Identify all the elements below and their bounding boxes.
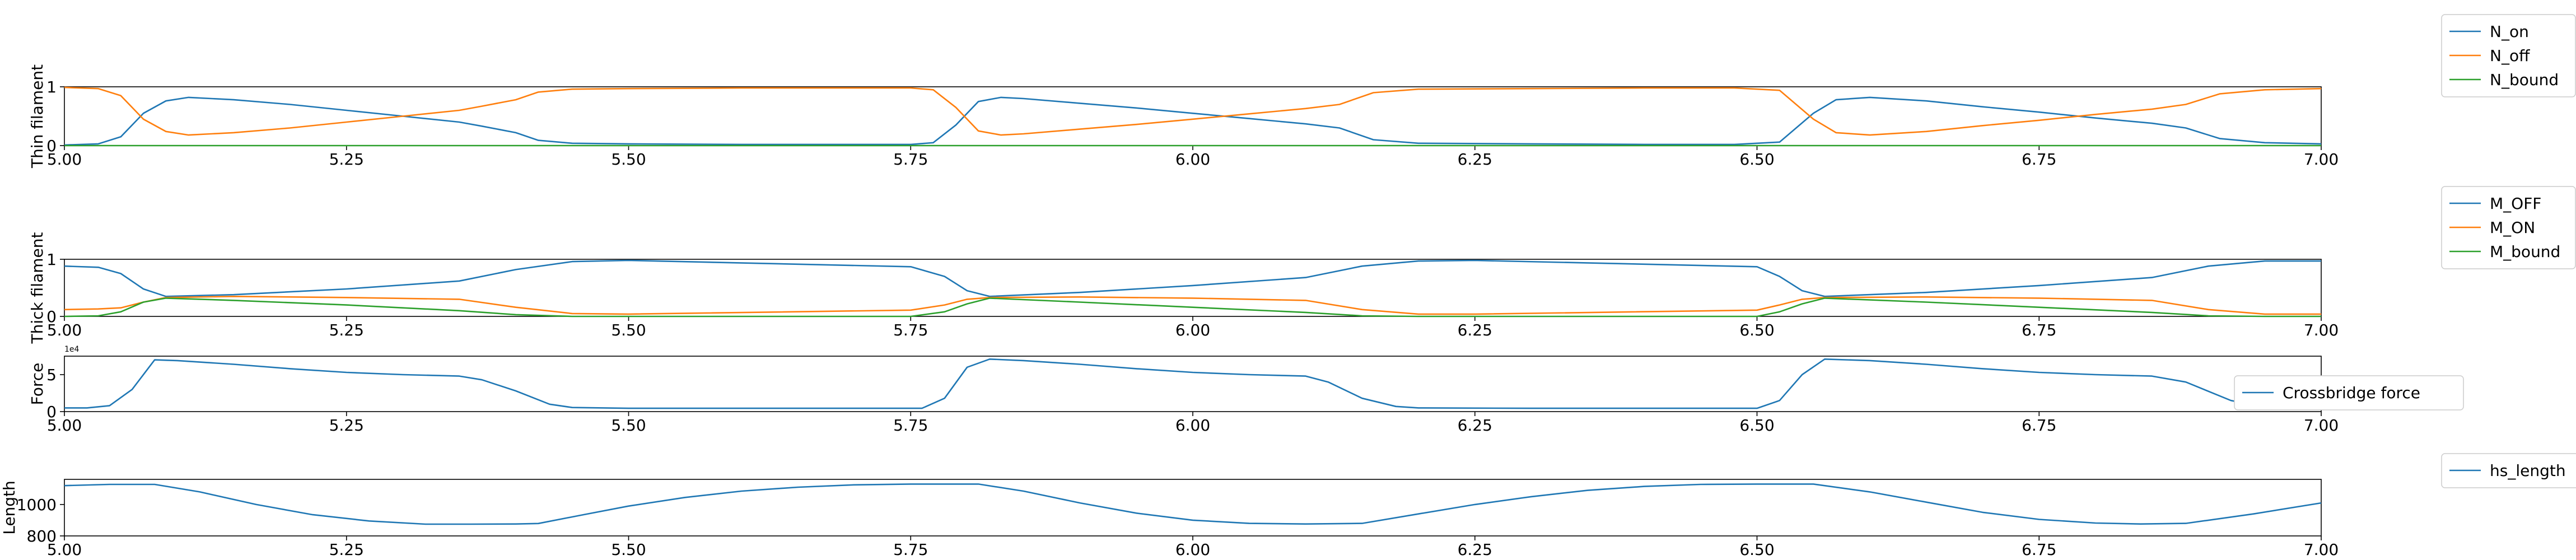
x-tick-label: 7.00	[2304, 321, 2339, 339]
x-tick-label: 5.25	[329, 540, 364, 559]
x-tick-label: 6.00	[1175, 150, 1210, 169]
x-tick-label: 6.50	[1739, 416, 1774, 435]
legend: hs_length	[2441, 453, 2576, 488]
x-tick-label: 5.00	[47, 321, 82, 339]
legend-box	[2441, 14, 2576, 97]
x-tick-label: 6.50	[1739, 321, 1774, 339]
chart-panel-4: 5.00 5.25 5.50 5.75 6.00 6.25 6.50 6.75 7.00 800 1…	[0, 453, 2576, 559]
chart-panel-2: 5.00 5.25 5.50 5.75 6.00 6.25 6.50 6.75 7.00 0 1Th…	[28, 186, 2576, 344]
x-tick-label: 6.25	[1458, 416, 1492, 435]
series-line-n-off	[64, 86, 2322, 136]
chart-panel-1: 5.00 5.25 5.50 5.75 6.00 6.25 6.50 6.75 7.00 0 1Th…	[28, 14, 2576, 169]
y-scale-label: 1e4	[64, 345, 80, 354]
x-tick-label: 7.00	[2304, 150, 2339, 169]
legend-label: N_off	[2490, 46, 2530, 65]
legend-box	[2441, 186, 2576, 269]
series-line-n-on	[64, 96, 2322, 146]
legend-label: N_on	[2490, 22, 2529, 41]
x-tick-label: 6.25	[1458, 540, 1492, 559]
y-tick-label: 1	[46, 78, 57, 96]
x-tick-label: 5.00	[47, 416, 82, 435]
series-line-m-on	[64, 295, 2321, 315]
x-tick-label: 5.75	[893, 540, 928, 559]
x-tick-label: 5.50	[611, 540, 646, 559]
axes-frame	[64, 356, 2322, 412]
y-axis-label: Length	[0, 480, 18, 535]
x-tick-label: 5.25	[329, 416, 364, 435]
legend: N_on N_off N_bound	[2441, 14, 2576, 97]
x-tick-label: 5.75	[893, 321, 928, 339]
y-tick-label: 1	[46, 250, 57, 269]
legend-label: M_bound	[2490, 242, 2560, 261]
chart-panel-3: 5.00 5.25 5.50 5.75 6.00 6.25 6.50 6.75 7.00 0 5 1e…	[28, 345, 2464, 435]
x-tick-label: 6.00	[1175, 321, 1210, 339]
x-tick-label: 6.00	[1175, 416, 1210, 435]
y-tick-label: 800	[27, 527, 57, 545]
axes-frame	[64, 479, 2322, 536]
series-line-m-off	[64, 259, 2321, 297]
x-tick-label: 6.75	[2022, 150, 2056, 169]
x-tick-label: 5.50	[611, 321, 646, 339]
y-tick-label: 5	[46, 366, 57, 384]
x-tick-label: 5.00	[47, 540, 82, 559]
legend-label: M_OFF	[2490, 194, 2541, 213]
x-tick-label: 6.25	[1458, 321, 1492, 339]
x-tick-label: 5.50	[611, 416, 646, 435]
legend-label: M_ON	[2490, 218, 2535, 237]
x-tick-label: 6.00	[1175, 540, 1210, 559]
x-tick-label: 5.75	[893, 150, 928, 169]
x-tick-label: 5.75	[893, 416, 928, 435]
x-tick-label: 7.00	[2304, 540, 2339, 559]
x-tick-label: 6.50	[1739, 540, 1774, 559]
x-tick-label: 6.25	[1458, 150, 1492, 169]
legend-box	[2234, 375, 2464, 410]
x-tick-label: 6.75	[2022, 540, 2056, 559]
series-line-hs-length	[64, 483, 2322, 525]
x-tick-label: 5.00	[47, 150, 82, 169]
y-axis-label: Thin filament	[28, 64, 46, 169]
legend-label: Crossbridge force	[2283, 384, 2420, 402]
legend: Crossbridge force	[2234, 375, 2464, 410]
x-tick-label: 7.00	[2304, 416, 2339, 435]
y-tick-label: 0	[46, 137, 57, 155]
x-tick-label: 5.50	[611, 150, 646, 169]
x-tick-label: 5.25	[329, 321, 364, 339]
y-axis-label: Force	[28, 363, 46, 405]
y-tick-label: 0	[46, 403, 57, 421]
x-tick-label: 6.75	[2022, 321, 2056, 339]
x-tick-label: 6.75	[2022, 416, 2056, 435]
series-line-crossbridge-force	[64, 358, 2322, 409]
legend-label: hs_length	[2490, 461, 2566, 480]
series-line-m-bound	[64, 297, 2321, 318]
y-tick-label: 1000	[17, 496, 57, 514]
legend-label: N_bound	[2490, 71, 2559, 89]
x-tick-label: 6.50	[1739, 150, 1774, 169]
y-tick-label: 0	[46, 307, 57, 326]
y-axis-label: Thick filament	[28, 232, 46, 344]
legend-box	[2441, 453, 2576, 488]
legend: M_OFF M_ON M_bound	[2441, 186, 2576, 269]
x-tick-label: 5.25	[329, 150, 364, 169]
